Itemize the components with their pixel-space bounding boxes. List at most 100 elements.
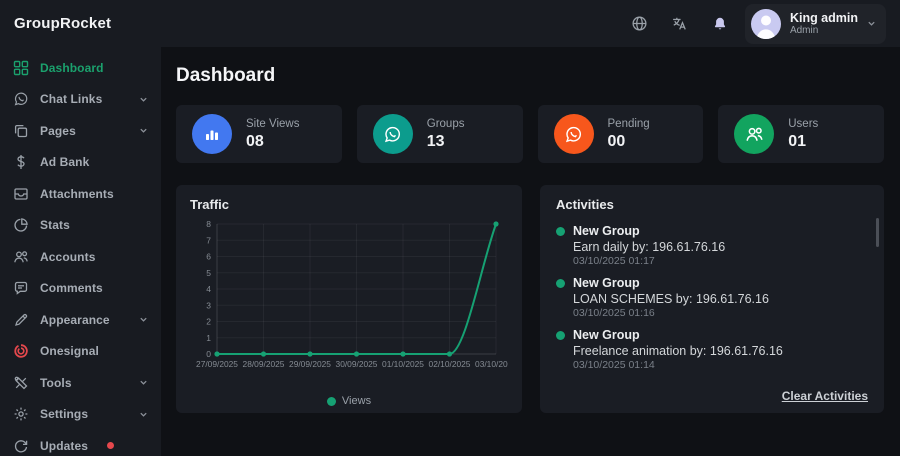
activity-title: New Group bbox=[573, 328, 640, 342]
sidebar-item-appearance[interactable]: Appearance bbox=[0, 304, 161, 336]
stat-label: Site Views bbox=[246, 117, 300, 130]
chevron-down-icon bbox=[867, 19, 876, 28]
svg-text:3: 3 bbox=[206, 300, 211, 310]
svg-text:1: 1 bbox=[206, 333, 211, 343]
user-menu[interactable]: King admin Admin bbox=[744, 3, 886, 44]
sidebar-item-accounts[interactable]: Accounts bbox=[0, 241, 161, 273]
chevron-down-icon bbox=[139, 95, 148, 104]
brush-icon bbox=[13, 312, 29, 328]
sidebar-item-label: Chat Links bbox=[40, 92, 103, 107]
tray-icon bbox=[13, 186, 29, 202]
activity-time: 03/10/2025 01:17 bbox=[573, 255, 655, 267]
sidebar-item-dashboard[interactable]: Dashboard bbox=[0, 52, 161, 84]
activities-scrollbar[interactable] bbox=[876, 218, 879, 247]
svg-text:30/09/2025: 30/09/2025 bbox=[336, 359, 378, 369]
stat-value: 01 bbox=[788, 132, 807, 150]
stat-value: 08 bbox=[246, 132, 264, 150]
bell-icon[interactable] bbox=[705, 9, 735, 39]
sidebar-item-label: Ad Bank bbox=[40, 155, 90, 170]
chevron-down-icon bbox=[139, 378, 148, 387]
svg-text:01/10/2025: 01/10/2025 bbox=[382, 359, 424, 369]
activity-title: New Group bbox=[573, 224, 640, 238]
sidebar-item-attachments[interactable]: Attachments bbox=[0, 178, 161, 210]
translate-icon[interactable] bbox=[665, 9, 695, 39]
grid-icon bbox=[13, 60, 29, 76]
whatsapp-icon bbox=[553, 114, 594, 154]
tools-icon bbox=[13, 375, 29, 391]
pages-icon bbox=[13, 123, 29, 139]
sidebar-item-label: Dashboard bbox=[40, 60, 104, 75]
whatsapp-icon bbox=[13, 91, 29, 107]
activity-detail: LOAN SCHEMES by: 196.61.76.16 bbox=[573, 292, 769, 306]
sidebar-item-label: Onesignal bbox=[40, 344, 99, 359]
stat-card-groups: Groups 13 bbox=[356, 105, 523, 163]
sidebar-item-settings[interactable]: Settings bbox=[0, 399, 161, 431]
stat-label: Pending bbox=[607, 117, 650, 130]
users-icon bbox=[13, 249, 29, 265]
sidebar-item-ad-bank[interactable]: Ad Bank bbox=[0, 147, 161, 179]
activity-item: New Group Freelance animation by: 196.61… bbox=[556, 328, 868, 371]
main-content: Dashboard Site Views 08 Groups 13 bbox=[161, 47, 900, 456]
svg-text:4: 4 bbox=[206, 284, 211, 294]
activities-panel: Activities New Group Earn daily by: 196.… bbox=[540, 185, 884, 413]
svg-text:28/09/2025: 28/09/2025 bbox=[243, 359, 285, 369]
svg-text:5: 5 bbox=[206, 268, 211, 278]
comment-icon bbox=[13, 280, 29, 296]
chevron-down-icon bbox=[139, 315, 148, 324]
stat-card-site-views: Site Views 08 bbox=[176, 105, 342, 163]
pie-chart-icon bbox=[13, 217, 29, 233]
activities-list[interactable]: New Group Earn daily by: 196.61.76.16 03… bbox=[556, 224, 868, 374]
stat-value: 00 bbox=[607, 132, 626, 150]
svg-text:8: 8 bbox=[206, 219, 211, 229]
users-icon bbox=[734, 114, 775, 154]
svg-text:7: 7 bbox=[206, 235, 211, 245]
activities-title: Activities bbox=[556, 197, 614, 212]
legend-views[interactable]: Views bbox=[190, 395, 508, 407]
sidebar-item-label: Stats bbox=[40, 218, 70, 233]
svg-text:03/10/2025: 03/10/2025 bbox=[475, 359, 508, 369]
clear-activities-link[interactable]: Clear Activities bbox=[781, 389, 868, 403]
sidebar-item-pages[interactable]: Pages bbox=[0, 115, 161, 147]
user-role: Admin bbox=[789, 24, 819, 36]
sidebar-item-label: Updates bbox=[40, 438, 89, 453]
legend-label: Views bbox=[341, 395, 372, 407]
svg-text:02/10/2025: 02/10/2025 bbox=[429, 359, 471, 369]
stats-row: Site Views 08 Groups 13 Pending 00 bbox=[176, 105, 884, 163]
sidebar-item-stats[interactable]: Stats bbox=[0, 210, 161, 242]
traffic-chart: 0 1 2 3 4 5 6 7 8 27/09/2025 28/09/2025 29/09/2025 3… bbox=[196, 219, 517, 369]
sidebar-item-chat-links[interactable]: Chat Links bbox=[0, 84, 161, 116]
page-title: Dashboard bbox=[176, 65, 276, 86]
app-header: GroupRocket King admin Admin bbox=[0, 0, 900, 47]
legend-dot bbox=[326, 396, 336, 406]
activity-title: New Group bbox=[573, 276, 640, 290]
stat-card-pending: Pending 00 bbox=[537, 105, 704, 163]
avatar bbox=[750, 8, 781, 39]
activity-time: 03/10/2025 01:14 bbox=[573, 359, 655, 371]
sidebar-item-tools[interactable]: Tools bbox=[0, 367, 161, 399]
sidebar-item-label: Appearance bbox=[40, 312, 110, 327]
svg-text:2: 2 bbox=[206, 317, 211, 327]
chevron-down-icon bbox=[139, 126, 148, 135]
stat-card-users: Users 01 bbox=[718, 105, 884, 163]
onesignal-icon bbox=[13, 343, 29, 359]
globe-icon[interactable] bbox=[625, 9, 655, 39]
traffic-title: Traffic bbox=[190, 197, 230, 212]
activity-detail: Freelance animation by: 196.61.76.16 bbox=[573, 344, 783, 358]
dollar-icon bbox=[13, 154, 29, 170]
sidebar-item-onesignal[interactable]: Onesignal bbox=[0, 336, 161, 368]
gear-icon bbox=[13, 406, 29, 422]
svg-text:27/09/2025: 27/09/2025 bbox=[196, 359, 238, 369]
sidebar-item-label: Comments bbox=[40, 281, 103, 296]
sidebar-item-label: Accounts bbox=[40, 249, 96, 264]
updates-badge-dot bbox=[107, 442, 115, 450]
activity-item: New Group Earn daily by: 196.61.76.16 03… bbox=[556, 224, 868, 267]
sidebar-item-updates[interactable]: Updates bbox=[0, 430, 161, 456]
sidebar-item-label: Attachments bbox=[40, 186, 114, 201]
sidebar-item-comments[interactable]: Comments bbox=[0, 273, 161, 305]
stat-value: 13 bbox=[426, 132, 445, 150]
green-dot-icon bbox=[556, 330, 565, 340]
panels-row: Traffic 0 1 2 3 4 5 6 7 8 27/09/2025 28/09/2025 29/… bbox=[176, 185, 884, 413]
svg-text:0: 0 bbox=[206, 349, 211, 359]
sidebar: Dashboard Chat Links Pages Ad Bank Attac… bbox=[0, 47, 161, 456]
activity-detail: Earn daily by: 196.61.76.16 bbox=[573, 240, 726, 254]
